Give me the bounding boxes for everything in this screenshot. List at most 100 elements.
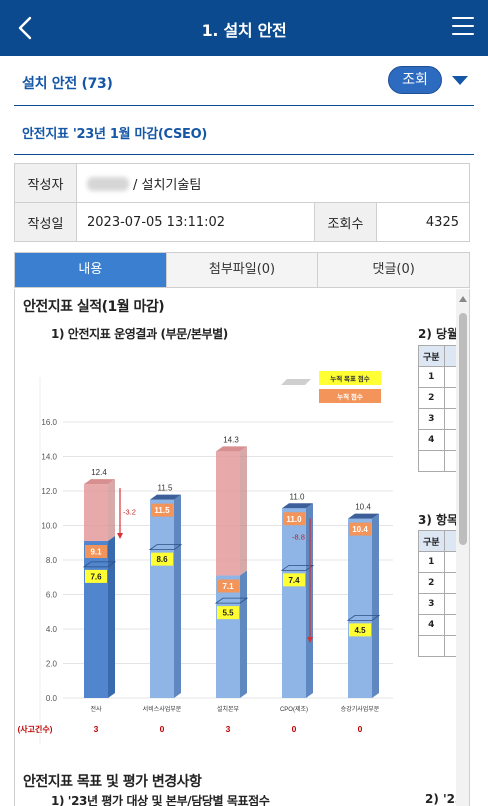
x-category-label: 서비스사업부문 (143, 705, 182, 713)
score-label: 5.5 (222, 609, 234, 618)
score-label: 4.5 (354, 626, 366, 635)
view-button[interactable]: 조회 (388, 66, 442, 94)
delta-arrow-head (117, 533, 123, 540)
category-row: 설치 안전 (73) 조회 (14, 56, 474, 106)
score-plane (280, 564, 315, 571)
legend-target-label: 누적 목표 점수 (330, 374, 370, 383)
score-label: 7.4 (288, 576, 300, 585)
y-tick-label: 4.0 (46, 625, 58, 634)
table-cell (418, 450, 445, 472)
legend-target-swatch (281, 379, 311, 385)
table-row: 2 (418, 572, 445, 594)
table-header: 구분 (418, 530, 445, 552)
delta-label: -8.8 (292, 533, 305, 542)
scrollbar[interactable] (456, 289, 469, 806)
score-label-box (217, 606, 239, 620)
content-subheading-4: 1) '23년 평가 대상 및 본부/담당별 목표점수 (51, 794, 270, 806)
score-label-box (349, 623, 371, 637)
score-label: 8.6 (156, 555, 168, 564)
hamburger-menu-icon[interactable] (452, 17, 474, 37)
content-subheading-2: 2) 당월 (418, 327, 459, 341)
app-header: 1. 설치 안전 (0, 0, 488, 56)
bar-top (216, 446, 247, 452)
author-cell: / 설치기술팀 (76, 163, 470, 203)
table-row: 1 (418, 366, 445, 388)
bar-side (240, 570, 247, 698)
legend-target-box (319, 371, 381, 385)
tab-attachments[interactable]: 첨부파일(0) (165, 253, 318, 287)
scroll-up-arrow-icon[interactable] (459, 296, 467, 302)
bar-side (372, 513, 379, 698)
score-plane (82, 561, 117, 568)
date-label: 작성일 (14, 202, 77, 242)
y-tick-label: 0.0 (46, 694, 58, 703)
target-label-box (217, 579, 239, 593)
bar-top (282, 503, 313, 509)
accident-count: 0 (160, 724, 165, 734)
score-label-box (283, 573, 305, 587)
bar-top (348, 513, 379, 519)
tab-bar: 내용 첨부파일(0) 댓글(0) (14, 252, 470, 288)
table-row: 2 (418, 387, 445, 409)
back-arrow-icon[interactable] (12, 14, 40, 42)
blurred-author-name (87, 176, 129, 191)
table-cell (418, 635, 445, 657)
y-tick-label: 2.0 (46, 660, 58, 669)
total-label: 14.3 (223, 435, 239, 444)
score-label-box (85, 569, 107, 583)
bar-main (282, 508, 306, 698)
target-label-box (349, 522, 371, 536)
table-row: 4 (418, 614, 445, 636)
content-subheading-5: 2) '23 (425, 792, 464, 806)
y-tick-label: 8.0 (46, 556, 58, 565)
content-heading: 안전지표 실적(1월 마감) (23, 299, 165, 315)
y-tick-label: 16.0 (41, 418, 57, 427)
target-label: 11.5 (154, 506, 170, 515)
target-label: 11.0 (286, 515, 302, 524)
author-label: 작성자 (14, 163, 77, 203)
category-title: 설치 안전 (73) (22, 76, 113, 92)
target-label-box (151, 503, 173, 517)
total-label: 11.5 (158, 484, 174, 493)
bar-main (150, 499, 174, 698)
score-plane (148, 544, 183, 551)
target-label: 10.4 (352, 525, 368, 534)
bar-chart: 0.0 2.0 4.0 6.0 8.0 10.0 12.0 14.0 16.0 누적 목표 점수누… (18, 371, 393, 744)
bar-main (216, 575, 240, 698)
legend-score-label: 누적 점수 (337, 392, 363, 401)
accident-count: 0 (358, 724, 363, 734)
date-value: 2023-07-05 13:11:02 (76, 202, 315, 242)
bar-excess-side (240, 446, 247, 576)
post-title: 안전지표 '23년 1월 마감(CSEO) (22, 127, 208, 142)
author-value: / 설치기술팀 (133, 177, 202, 193)
content-heading-2: 안전지표 목표 및 평가 변경사항 (23, 774, 202, 790)
y-tick-label: 6.0 (46, 591, 58, 600)
divider (14, 154, 474, 155)
views-label: 조회수 (314, 202, 377, 242)
tab-comments[interactable]: 댓글(0) (317, 253, 470, 287)
table-header: 구분 (418, 345, 445, 367)
tab-content[interactable]: 내용 (15, 253, 166, 287)
legend-score-box (319, 389, 381, 403)
bar-side (174, 494, 181, 698)
x-category-label: 승강기사업부문 (341, 705, 380, 713)
page-title: 1. 설치 안전 (201, 21, 287, 40)
score-label-box (151, 552, 173, 566)
accident-label: (사고건수) (18, 724, 53, 734)
x-category-label: 전사 (90, 705, 102, 713)
content-subheading-3: 3) 항목 (418, 513, 459, 527)
x-category-label: CPO(제조) (280, 705, 308, 713)
total-label: 11.0 (290, 492, 306, 501)
dropdown-arrow-icon[interactable] (452, 76, 468, 85)
bar-top (150, 494, 181, 500)
total-label: 10.4 (355, 503, 371, 512)
content-viewer[interactable]: 안전지표 실적(1월 마감) 1) 안전지표 운영결과 (부문/본부별) 2) … (14, 289, 470, 806)
scroll-thumb[interactable] (459, 313, 467, 545)
table-row: 4 (418, 429, 445, 451)
delta-arrow-head (307, 637, 313, 643)
accident-count: 3 (94, 724, 99, 734)
bar-excess (216, 451, 240, 576)
total-label: 12.4 (91, 468, 107, 477)
bar-excess-side (108, 479, 115, 542)
bar-side (108, 536, 115, 698)
